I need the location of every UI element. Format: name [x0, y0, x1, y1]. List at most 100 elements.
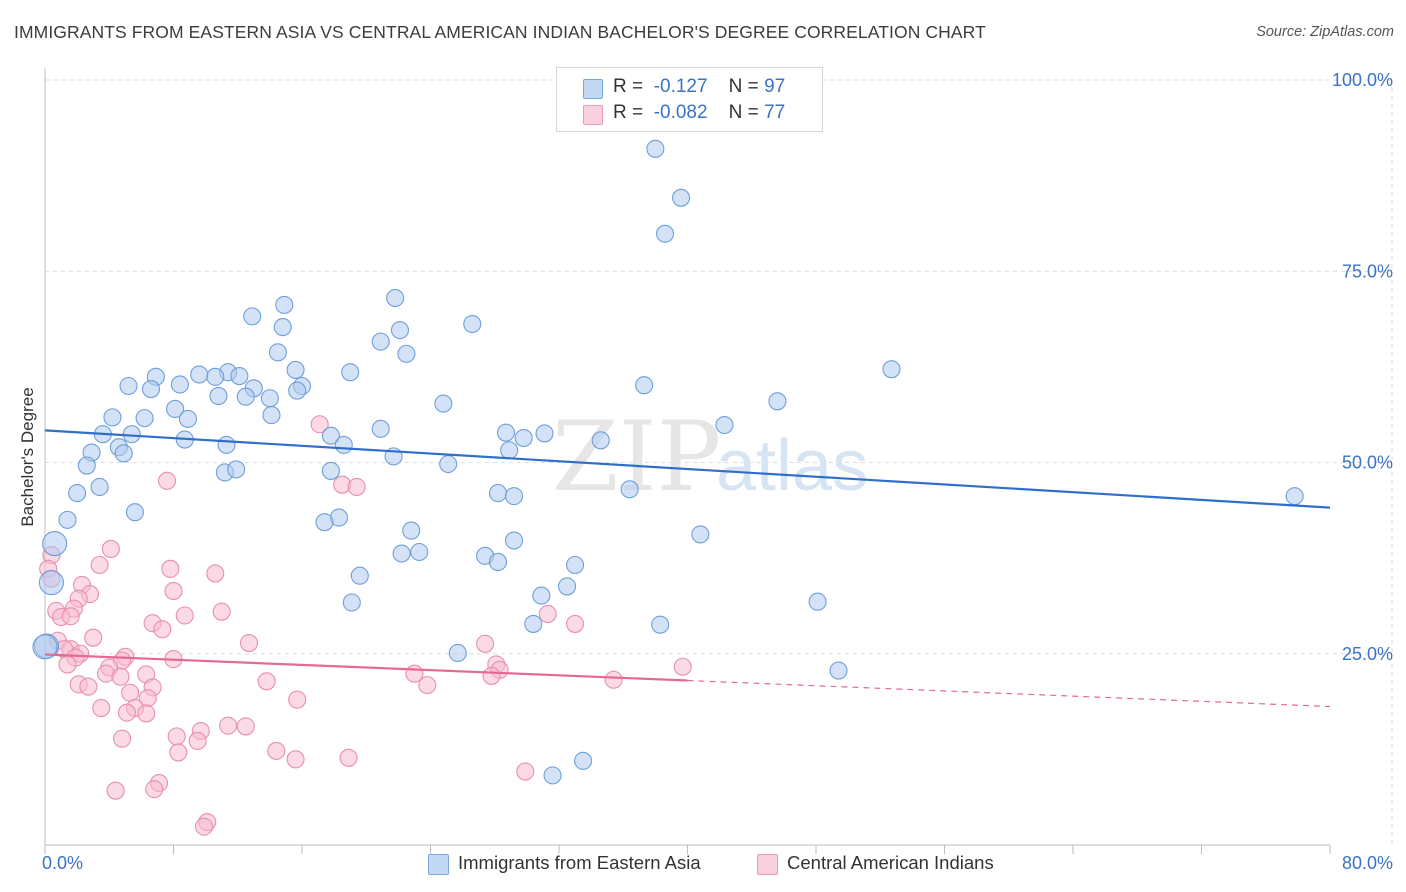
data-point — [206, 367, 225, 386]
data-point — [829, 661, 848, 680]
legend-r-label: R = — [613, 76, 644, 97]
data-point — [768, 392, 787, 411]
trend-lines — [44, 429, 1331, 708]
legend-swatch-blue — [583, 79, 603, 99]
bottom-legend-swatch-blue — [428, 854, 449, 875]
data-point — [167, 727, 186, 746]
data-point — [206, 564, 225, 583]
data-point — [219, 716, 238, 735]
legend-n-label: N = — [728, 102, 759, 123]
data-point — [350, 566, 369, 585]
data-point — [286, 360, 305, 379]
data-point — [715, 415, 734, 435]
data-point — [504, 531, 524, 550]
data-point — [227, 460, 246, 479]
data-point — [482, 666, 501, 685]
data-point — [90, 477, 109, 497]
data-point — [397, 344, 416, 363]
data-point — [488, 484, 508, 503]
data-point — [178, 409, 198, 428]
data-point — [566, 614, 585, 633]
data-point — [153, 620, 172, 639]
trend-line-blue — [44, 429, 1331, 509]
chart-title: IMMIGRANTS FROM EASTERN ASIA VS CENTRAL … — [14, 22, 986, 42]
data-point — [273, 318, 292, 337]
legend-r-value-pink: -0.082 — [653, 102, 708, 123]
legend-n-label: N = — [728, 76, 759, 97]
data-point — [410, 542, 429, 562]
data-point — [158, 471, 177, 490]
data-point — [673, 657, 692, 676]
data-point — [434, 394, 453, 413]
x-tick-label-min: 0.0% — [42, 853, 83, 873]
data-point — [386, 288, 405, 308]
data-point — [557, 577, 577, 596]
data-point — [236, 717, 255, 736]
data-point — [315, 513, 334, 532]
data-point — [125, 503, 144, 522]
series-immigrants-from-eastern-asia — [32, 139, 1304, 785]
data-point — [347, 477, 366, 497]
data-point — [114, 444, 133, 463]
data-point — [119, 376, 138, 396]
data-point — [392, 544, 411, 563]
bottom-legend-label-pink: Central American Indians — [787, 852, 994, 873]
data-point — [275, 295, 294, 314]
data-point — [342, 593, 361, 612]
data-point — [334, 435, 353, 454]
data-point — [77, 456, 96, 475]
data-point — [535, 424, 554, 443]
data-point — [113, 729, 132, 748]
data-point — [190, 365, 209, 384]
data-point — [212, 602, 231, 621]
data-point — [500, 441, 519, 460]
data-point — [882, 360, 901, 379]
data-point — [101, 539, 120, 558]
data-point — [620, 480, 639, 499]
data-point — [646, 139, 665, 158]
data-point — [514, 428, 533, 448]
data-point — [463, 314, 482, 334]
data-point — [808, 592, 827, 611]
data-point — [236, 387, 255, 406]
legend-n-value-pink: 77 — [764, 102, 786, 123]
data-point — [496, 423, 516, 442]
y-axis-label: Bachelor's Degree — [18, 387, 37, 526]
trend-line-pink-extension — [687, 679, 1331, 708]
data-point — [448, 643, 467, 663]
watermark-atlas: atlas — [716, 426, 868, 506]
axes — [44, 68, 1331, 854]
data-point — [516, 762, 535, 781]
data-point — [117, 703, 136, 722]
data-point — [655, 224, 675, 243]
trend-line-pink — [44, 653, 688, 682]
data-point — [111, 667, 130, 686]
data-point — [339, 748, 358, 767]
data-point — [1285, 487, 1304, 506]
data-point — [267, 741, 286, 760]
data-point — [691, 525, 710, 544]
data-point — [141, 380, 161, 399]
data-point — [402, 521, 421, 540]
data-point — [488, 552, 508, 572]
data-point — [161, 559, 180, 578]
data-point — [79, 677, 98, 696]
legend-r-value-blue: -0.127 — [653, 76, 708, 97]
data-point — [286, 750, 305, 769]
data-point — [135, 409, 154, 428]
data-point — [90, 555, 109, 575]
data-point — [137, 704, 156, 723]
legend-n-value-blue: 97 — [764, 76, 786, 97]
data-point — [371, 332, 390, 351]
data-point — [604, 670, 623, 689]
stats-legend: R = -0.127 N = 97 R = -0.082 N = 77 — [556, 67, 823, 132]
data-point — [68, 484, 87, 503]
data-point — [42, 531, 68, 557]
legend-r-label: R = — [613, 102, 644, 123]
data-point — [635, 376, 654, 395]
data-point — [175, 606, 194, 625]
data-point — [504, 487, 524, 506]
data-point — [543, 766, 562, 785]
data-point — [439, 454, 458, 474]
